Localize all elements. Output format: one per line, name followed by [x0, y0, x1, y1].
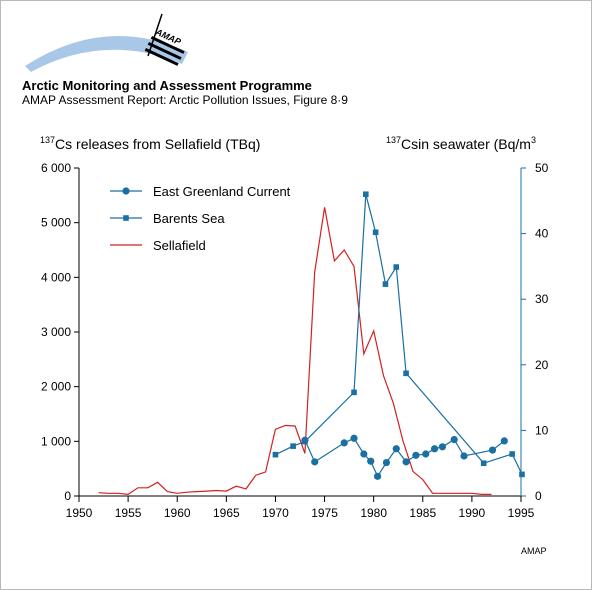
barents-sea-point: [393, 264, 400, 270]
barents-sea-point: [272, 451, 279, 458]
amap-logo: AMAP: [25, 13, 188, 72]
east-greenland-current-point: [340, 439, 348, 447]
x-axis-tick-label: 1950: [66, 506, 93, 520]
right-axis-tick-label: 30: [535, 292, 549, 306]
x-axis-tick-label: 1965: [213, 506, 240, 520]
barents-sea-point: [480, 460, 487, 466]
east-greenland-current-point: [412, 451, 420, 459]
left-axis-tick-label: 5 000: [41, 216, 71, 230]
credit-label: AMAP: [521, 546, 547, 556]
logo-arc: [25, 35, 188, 72]
east-greenland-current-point: [488, 446, 497, 454]
left-axis-tick-label: 1 000: [41, 434, 71, 448]
right-axis-title: 137Csin seawater (Bq/m3: [386, 135, 536, 152]
x-axis-tick-label: 1995: [508, 506, 535, 520]
right-axis-tick-label: 40: [535, 227, 549, 241]
barents-sea-line: [275, 194, 523, 475]
barents-sea-point: [509, 451, 515, 457]
barents-sea-point: [372, 229, 379, 236]
report-subtitle: AMAP Assessment Report: Arctic Pollution…: [22, 93, 348, 107]
logo-line: [147, 13, 163, 57]
barents-sea-point: [382, 281, 389, 287]
left-axis-tick-label: 4 000: [41, 270, 71, 284]
right-axis-tick-label: 0: [535, 489, 542, 503]
legend-label: East Greenland Current: [153, 184, 291, 199]
logo-stripe: [144, 48, 179, 66]
right-axis-title-text: Csin seawater (Bq/m: [401, 136, 531, 152]
chart-series: [98, 191, 525, 496]
east-greenland-current-point: [438, 443, 447, 451]
barents-sea-point: [290, 443, 296, 449]
left-axis-tick-label: 0: [64, 489, 71, 503]
chart-axes: 0 1 000 2 000 3 000 4 000 5 000 6 000 0 10 20 30 40…: [40, 135, 549, 520]
left-axis-title-text: Cs releases from Sellafield (TBq): [55, 136, 260, 152]
east-greenland-current-point: [460, 452, 468, 460]
x-axis-tick-label: 1990: [459, 506, 486, 520]
east-greenland-current-point: [392, 445, 400, 453]
east-greenland-current-point: [367, 457, 375, 465]
east-greenland-current-point: [402, 458, 410, 466]
x-axis-tick-label: 1960: [164, 506, 191, 520]
left-axis-tick-label: 2 000: [41, 380, 71, 394]
right-axis-tick-label: 50: [535, 161, 549, 175]
east-greenland-current-point: [311, 458, 319, 466]
barents-sea-point: [519, 471, 525, 478]
x-axis-tick-label: 1975: [311, 506, 338, 520]
east-greenland-current-point: [450, 435, 458, 444]
legend-swatch-marker: [123, 215, 129, 221]
right-axis-title-sup: 137: [386, 135, 401, 145]
east-greenland-current-point: [382, 458, 391, 467]
x-axis-tick-label: 1980: [360, 506, 387, 520]
logo-stripe: [147, 42, 182, 60]
east-greenland-current-point: [422, 450, 430, 458]
barents-sea-point: [403, 370, 409, 377]
legend-swatch-marker: [122, 187, 130, 195]
legend-label: Barents Sea: [153, 211, 225, 226]
east-greenland-current-point: [430, 445, 439, 453]
right-axis-tick-label: 10: [535, 423, 549, 437]
right-axis-title-sup: 3: [531, 135, 536, 145]
legend-label: Sellafield: [153, 238, 206, 253]
right-axis-tick-label: 20: [535, 358, 549, 372]
sellafield-line: [98, 207, 492, 496]
left-axis-title-sup: 137: [40, 135, 55, 145]
x-axis-tick-label: 1955: [115, 506, 142, 520]
organization-title: Arctic Monitoring and Assessment Program…: [22, 78, 312, 93]
east-greenland-current-point: [301, 436, 309, 444]
barents-sea-point: [363, 191, 369, 198]
east-greenland-current-point: [500, 437, 508, 445]
left-axis-tick-label: 3 000: [41, 325, 71, 339]
left-axis-tick-label: 6 000: [41, 161, 71, 175]
east-greenland-current-point: [360, 450, 368, 458]
x-axis-tick-label: 1970: [262, 506, 289, 520]
chart-legend: East Greenland Current Barents Sea Sellafi…: [110, 184, 291, 253]
east-greenland-current-point: [350, 434, 358, 442]
x-axis-tick-label: 1985: [409, 506, 436, 520]
left-axis-title: 137Cs releases from Sellafield (TBq): [40, 135, 260, 152]
barents-sea-point: [351, 389, 357, 396]
east-greenland-current-point: [373, 472, 382, 480]
logo-stripe: [150, 35, 185, 54]
